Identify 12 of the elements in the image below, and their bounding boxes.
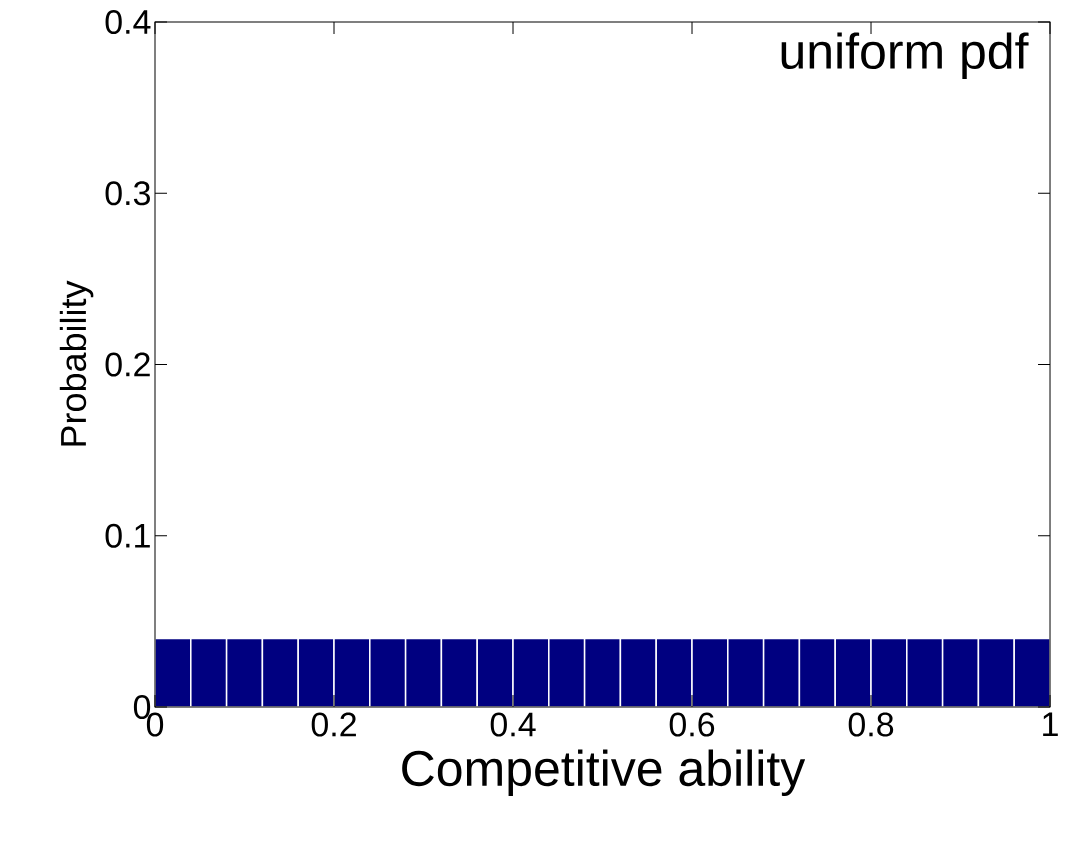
x-tick-label: 0.6	[669, 712, 715, 737]
annotation: uniform pdf	[781, 32, 1029, 79]
y-axis-title: Probability	[59, 280, 94, 446]
y-tick-label: 0.2	[105, 352, 150, 377]
x-tick-label: 0.4	[490, 712, 536, 737]
y-tick-label: 0.1	[105, 523, 150, 548]
x-tick-label: 1	[1043, 712, 1058, 736]
x-tick-label: 0.2	[311, 712, 356, 737]
y-tick-label: 0.3	[105, 181, 150, 206]
x-tick-label: 0.8	[848, 712, 894, 737]
x-axis-title: Competitive ability	[402, 749, 806, 797]
y-tick-label: 0.4	[105, 9, 151, 35]
